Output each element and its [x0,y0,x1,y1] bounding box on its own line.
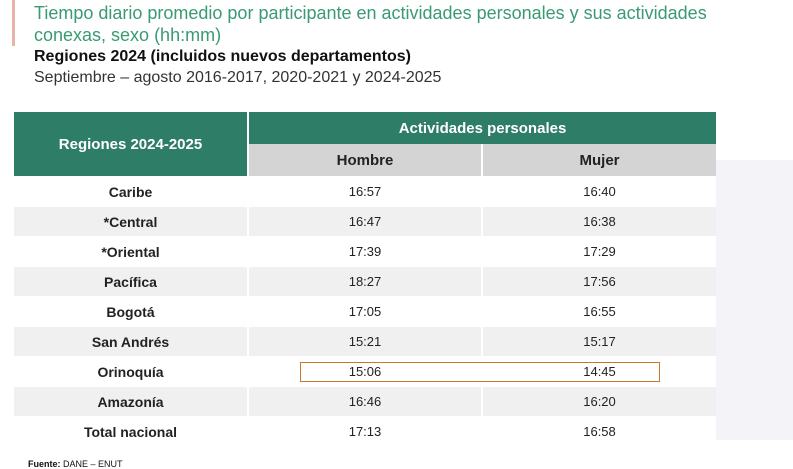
women-value-cell: 16:40 [482,176,717,207]
men-value-cell: 16:57 [248,176,483,207]
source-label: Fuente: [28,459,61,469]
women-value-cell: 17:56 [482,266,717,297]
region-cell: Bogotá [14,296,249,327]
group-column-header: Actividades personales [248,112,717,144]
table-row: *Central 16:47 16:38 [14,206,717,237]
table-row: Total nacional 17:13 16:58 [14,416,717,446]
women-value-cell: 16:58 [482,416,717,446]
region-cell: San Andrés [14,326,249,357]
men-column-header: Hombre [248,144,483,177]
men-value-cell: 17:05 [248,296,483,327]
women-value-cell: 16:55 [482,296,717,327]
men-value-cell: 16:46 [248,386,483,417]
women-value-cell: 16:20 [482,386,717,417]
source-note: Fuente: DANE – ENUT [28,459,123,469]
table-row: Pacífica 18:27 17:56 [14,266,717,297]
title-line-2: conexas, sexo (hh:mm) [34,25,222,45]
men-value-cell: 15:21 [248,326,483,357]
page-title: Tiempo diario promedio por participante … [34,2,793,46]
page-subtitle: Regiones 2024 (incluidos nuevos departam… [34,48,411,65]
highlight-box [300,362,660,382]
men-value-cell: 17:39 [248,236,483,267]
time-use-table: Regiones 2024-2025 Actividades personale… [14,112,717,446]
region-cell: Amazonía [14,386,249,417]
table-row: Bogotá 17:05 16:55 [14,296,717,327]
title-line-1: Tiempo diario promedio por participante … [34,3,707,23]
region-cell: Total nacional [14,416,249,446]
background-panel [716,160,793,440]
table-row: San Andrés 15:21 15:17 [14,326,717,357]
region-column-header: Regiones 2024-2025 [14,112,249,177]
table-row: Amazonía 16:46 16:20 [14,386,717,417]
men-value-cell: 18:27 [248,266,483,297]
women-value-cell: 15:17 [482,326,717,357]
women-value-cell: 16:38 [482,206,717,237]
period-text: Septiembre – agosto 2016-2017, 2020-2021… [34,69,442,86]
region-cell: *Central [14,206,249,237]
region-cell: Orinoquía [14,356,249,387]
region-cell: Pacífica [14,266,249,297]
region-cell: Caribe [14,176,249,207]
source-text: DANE – ENUT [63,459,123,469]
men-value-cell: 16:47 [248,206,483,237]
women-value-cell: 17:29 [482,236,717,267]
table-body: Caribe 16:57 16:40 *Central 16:47 16:38 *Orien… [14,176,717,446]
region-cell: *Oriental [14,236,249,267]
title-accent-bar [12,0,15,46]
table-row: Caribe 16:57 16:40 [14,176,717,207]
women-column-header: Mujer [482,144,717,177]
men-value-cell: 17:13 [248,416,483,446]
table-row: *Oriental 17:39 17:29 [14,236,717,267]
